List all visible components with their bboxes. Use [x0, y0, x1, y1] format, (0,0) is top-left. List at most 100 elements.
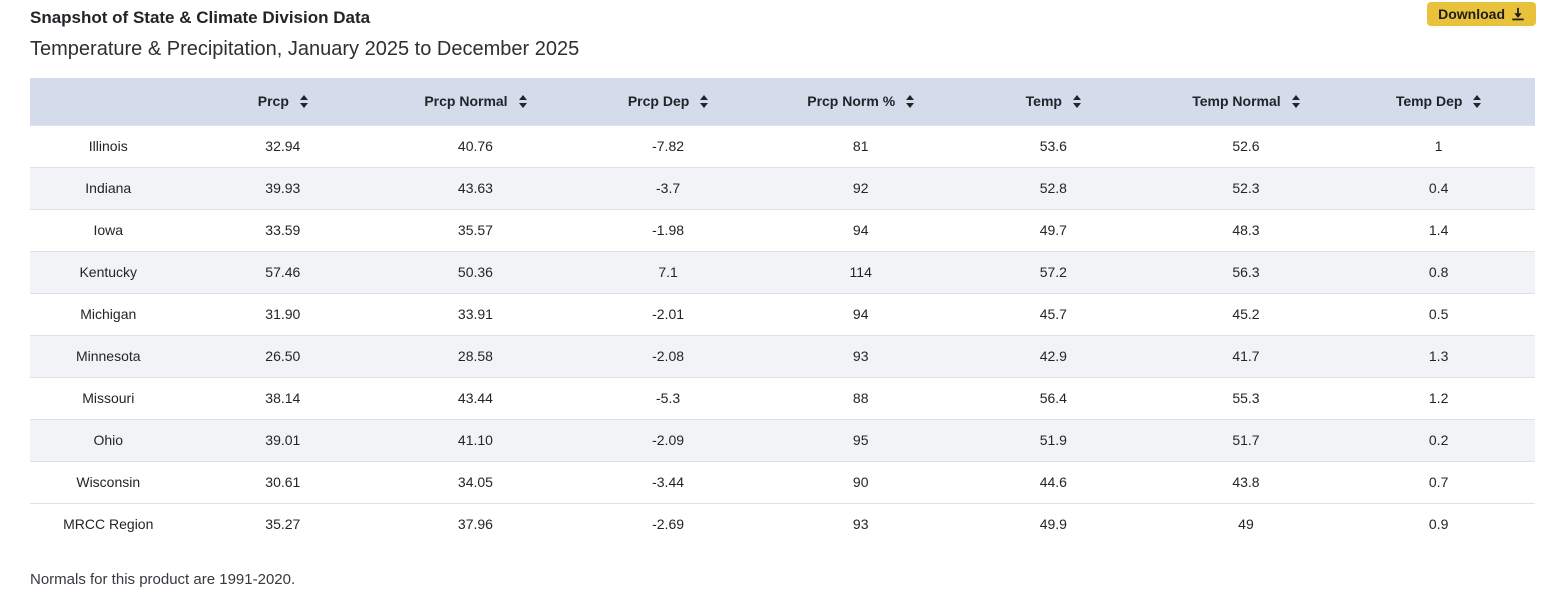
sort-desc-icon	[518, 102, 527, 108]
sort-icon[interactable]	[299, 94, 308, 108]
table-row: MRCC Region 35.27 37.96 -2.69 93 49.9 49 0.9	[30, 503, 1535, 545]
cell-value: 0.8	[1428, 264, 1449, 280]
cell-value: 1.4	[1428, 222, 1449, 238]
cell-value: 39.93	[265, 180, 301, 196]
cell-value: 35.57	[457, 222, 493, 238]
table-row: Kentucky 57.46 50.36 7.1 114 57.2 56.3 0.8	[30, 251, 1535, 293]
column-header-label: Prcp Norm %	[807, 93, 896, 110]
cell-value: 43.44	[457, 390, 493, 406]
cell-value: -3.7	[656, 180, 681, 196]
cell-value: 51.7	[1232, 432, 1260, 448]
sort-icon[interactable]	[906, 94, 915, 108]
cell-value: 39.01	[265, 432, 301, 448]
page-subtitle: Temperature & Precipitation, January 202…	[30, 38, 580, 60]
table-row: Illinois 32.94 40.76 -7.82 81 53.6 52.6 1	[30, 125, 1535, 167]
sort-icon[interactable]	[1291, 94, 1300, 108]
cell-value: 49.7	[1039, 222, 1067, 238]
cell-value: 1	[1434, 138, 1443, 154]
cell-value: 0.7	[1428, 474, 1449, 490]
cell-value: 92	[852, 180, 869, 196]
sort-icon[interactable]	[1072, 94, 1081, 108]
column-header-prcp-dep[interactable]: Prcp Dep	[571, 78, 765, 125]
row-label: Ohio	[93, 432, 124, 448]
column-header-label: Temp Normal	[1192, 93, 1281, 110]
sort-icon[interactable]	[518, 94, 527, 108]
cell-value: 45.7	[1039, 306, 1067, 322]
sort-asc-icon	[1291, 94, 1300, 100]
state-column-header	[30, 78, 187, 125]
sort-desc-icon	[1473, 102, 1482, 108]
cell-value: 41.10	[457, 432, 493, 448]
table-row: Minnesota 26.50 28.58 -2.08 93 42.9 41.7 1.3	[30, 335, 1535, 377]
row-label: Missouri	[82, 390, 135, 406]
cell-value: -2.01	[652, 306, 685, 322]
cell-value: 0.2	[1428, 432, 1449, 448]
table-row: Ohio 39.01 41.10 -2.09 95 51.9 51.7 0.2	[30, 419, 1535, 461]
cell-value: 51.9	[1039, 432, 1067, 448]
table-header-row: Prcp Prcp Normal Prcp Dep Prcp Norm % Temp Te…	[30, 78, 1535, 125]
row-label: Iowa	[93, 222, 124, 238]
cell-value: -1.98	[652, 222, 685, 238]
sort-asc-icon	[1072, 94, 1081, 100]
cell-value: -3.44	[652, 474, 685, 490]
column-header-temp[interactable]: Temp	[957, 78, 1150, 125]
table-row: Missouri 38.14 43.44 -5.3 88 56.4 55.3 1.2	[30, 377, 1535, 419]
cell-value: 88	[852, 390, 869, 406]
cell-value: 94	[852, 306, 869, 322]
cell-value: -2.09	[652, 432, 685, 448]
sort-desc-icon	[700, 102, 709, 108]
cell-value: 31.90	[265, 306, 301, 322]
cell-value: 55.3	[1232, 390, 1260, 406]
cell-value: 94	[852, 222, 869, 238]
cell-value: 1.2	[1428, 390, 1449, 406]
cell-value: 49	[1238, 516, 1254, 533]
sort-desc-icon	[906, 102, 915, 108]
cell-value: 37.96	[457, 516, 493, 533]
row-label: MRCC Region	[63, 516, 154, 533]
download-button-label: Download	[1438, 6, 1505, 22]
cell-value: 35.27	[265, 516, 301, 533]
cell-value: 56.3	[1232, 264, 1260, 280]
cell-value: 52.3	[1232, 180, 1260, 196]
cell-value: 43.8	[1232, 474, 1260, 490]
cell-value: 7.1	[658, 264, 678, 280]
cell-value: 93	[852, 516, 869, 533]
row-label: Kentucky	[79, 264, 138, 280]
cell-value: 28.58	[457, 348, 493, 364]
cell-value: 33.59	[265, 222, 301, 238]
column-header-prcp-normal[interactable]: Prcp Normal	[379, 78, 572, 125]
cell-value: 93	[852, 348, 869, 364]
cell-value: 43.63	[457, 180, 493, 196]
cell-value: 40.76	[457, 138, 493, 154]
cell-value: -5.3	[656, 390, 681, 406]
cell-value: -2.08	[652, 348, 685, 364]
cell-value: 45.2	[1232, 306, 1260, 322]
download-button[interactable]: Download	[1427, 2, 1536, 26]
sort-icon[interactable]	[1473, 94, 1482, 108]
cell-value: 114	[849, 264, 872, 280]
cell-value: 0.5	[1428, 306, 1449, 322]
cell-value: 26.50	[265, 348, 301, 364]
cell-value: 57.46	[265, 264, 301, 280]
cell-value: 53.6	[1039, 138, 1067, 154]
cell-value: 95	[852, 432, 869, 448]
sort-asc-icon	[299, 94, 308, 100]
cell-value: 0.9	[1428, 516, 1449, 533]
sort-desc-icon	[1072, 102, 1081, 108]
cell-value: 30.61	[265, 474, 301, 490]
sort-asc-icon	[906, 94, 915, 100]
row-label: Illinois	[88, 138, 128, 154]
table-body: Illinois 32.94 40.76 -7.82 81 53.6 52.6 1 Indian…	[30, 125, 1535, 545]
cell-value: 32.94	[265, 138, 301, 154]
cell-value: 0.4	[1428, 180, 1449, 196]
column-header-temp-normal[interactable]: Temp Normal	[1149, 78, 1343, 125]
column-header-label: Prcp	[257, 93, 289, 110]
column-header-prcp[interactable]: Prcp	[186, 78, 380, 125]
column-header-prcp-norm-[interactable]: Prcp Norm %	[764, 78, 958, 125]
sort-icon[interactable]	[700, 94, 709, 108]
column-header-temp-dep[interactable]: Temp Dep	[1342, 78, 1535, 125]
cell-value: 33.91	[457, 306, 493, 322]
climate-data-table: Prcp Prcp Normal Prcp Dep Prcp Norm % Temp Te…	[30, 78, 1535, 545]
sort-asc-icon	[1473, 94, 1482, 100]
